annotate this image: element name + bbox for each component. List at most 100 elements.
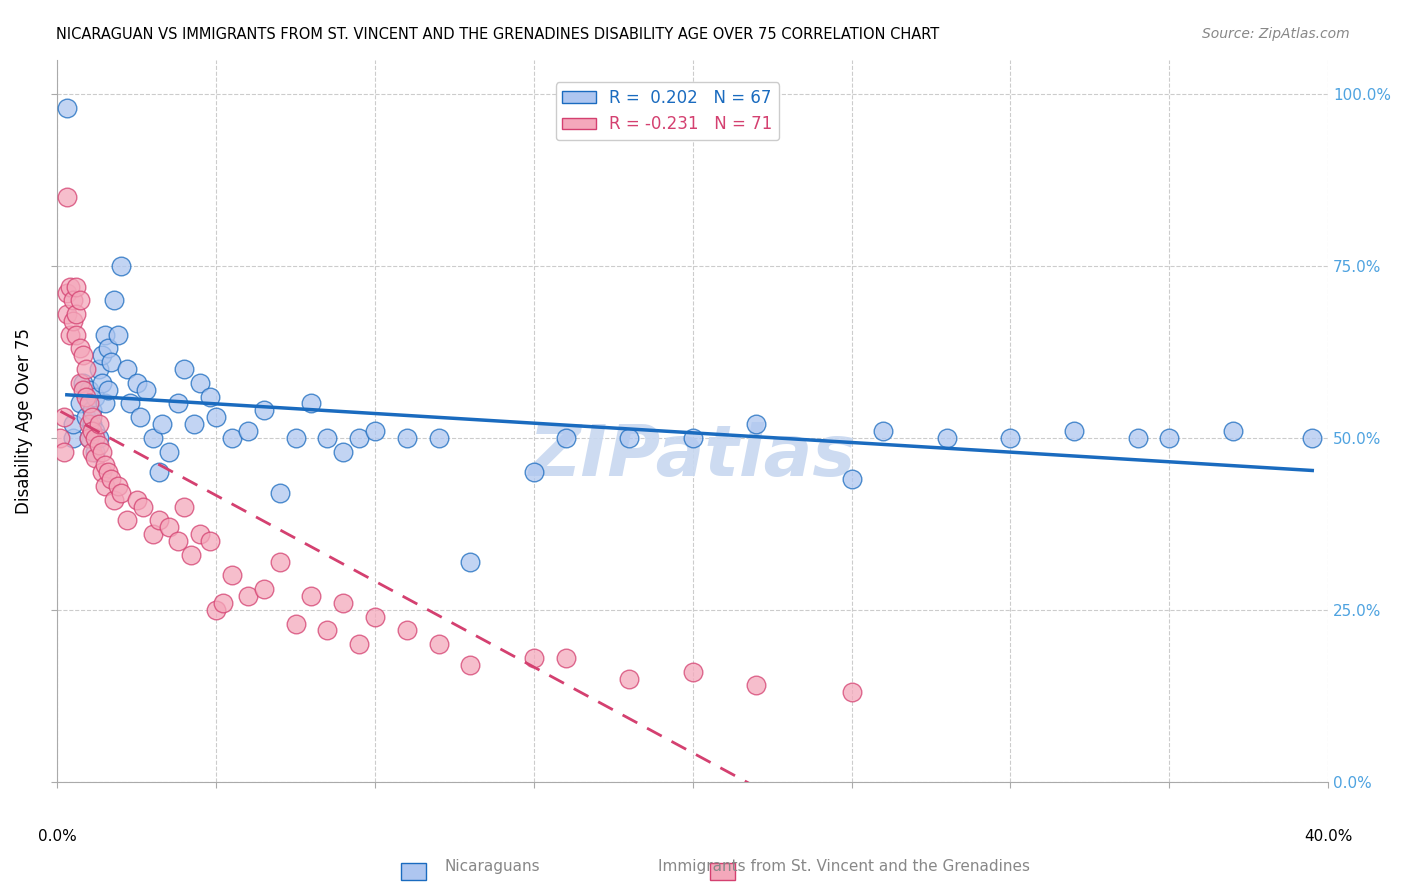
Legend: R =  0.202   N = 67, R = -0.231   N = 71: R = 0.202 N = 67, R = -0.231 N = 71 [555,82,779,140]
Point [69,396,91,410]
Point [110,486,132,500]
Point [62,314,84,328]
Point [1126,431,1149,445]
Point [107,479,129,493]
Point [94,327,117,342]
Point [107,327,129,342]
Point [97,342,120,356]
Point [77,396,100,410]
Point [75,390,97,404]
Point [301,396,323,410]
Point [198,533,221,548]
Point [188,376,211,390]
Point [682,665,704,679]
Point [841,685,863,699]
Point [77,417,100,431]
Point [395,431,418,445]
Point [82,417,104,431]
Point [59,279,82,293]
Point [1000,431,1022,445]
Text: Source: ZipAtlas.com: Source: ZipAtlas.com [1202,27,1350,41]
Point [90,348,112,362]
Point [52,444,75,458]
Point [269,555,291,569]
Point [100,472,122,486]
Point [221,431,243,445]
Point [148,465,170,479]
Point [75,362,97,376]
Point [84,424,107,438]
Point [52,410,75,425]
Point [347,637,370,651]
Point [427,637,450,651]
Text: Immigrants from St. Vincent and the Grenadines: Immigrants from St. Vincent and the Gren… [658,859,1029,874]
Point [188,527,211,541]
Point [617,672,640,686]
Point [284,431,307,445]
Point [148,513,170,527]
Point [69,342,91,356]
Point [69,376,91,390]
Point [460,555,482,569]
Point [1159,431,1181,445]
Point [1063,424,1085,438]
Point [87,438,110,452]
Point [316,431,339,445]
Point [198,390,221,404]
Point [62,431,84,445]
Point [157,444,180,458]
Text: 40.0%: 40.0% [1303,829,1353,844]
Point [59,327,82,342]
Point [110,259,132,273]
Point [523,651,546,665]
Point [253,582,276,596]
Point [84,451,107,466]
Point [56,286,79,301]
Point [745,678,768,692]
Point [90,444,112,458]
Point [82,444,104,458]
Point [554,431,576,445]
Point [135,383,157,397]
Point [142,431,165,445]
Point [90,376,112,390]
Point [84,444,107,458]
Point [49,431,72,445]
Point [97,383,120,397]
Point [103,293,125,308]
Point [115,362,138,376]
Point [94,479,117,493]
Point [427,431,450,445]
Text: ZIPatlas: ZIPatlas [529,422,856,491]
Point [115,513,138,527]
Point [87,431,110,445]
Point [84,431,107,445]
Point [90,465,112,479]
Point [180,548,202,562]
Point [62,417,84,431]
Point [142,527,165,541]
Point [682,431,704,445]
Point [173,500,195,514]
Point [211,596,233,610]
Point [120,396,142,410]
Point [56,307,79,321]
Point [94,396,117,410]
Point [872,424,894,438]
Point [332,444,354,458]
Point [173,362,195,376]
Point [56,101,79,115]
Point [56,190,79,204]
Point [125,376,148,390]
Point [129,410,152,425]
Point [935,431,957,445]
Point [69,293,91,308]
Point [1222,424,1244,438]
Point [132,500,155,514]
Point [65,327,87,342]
Point [65,279,87,293]
Point [745,417,768,431]
Point [87,362,110,376]
Point [205,410,228,425]
Point [347,431,370,445]
